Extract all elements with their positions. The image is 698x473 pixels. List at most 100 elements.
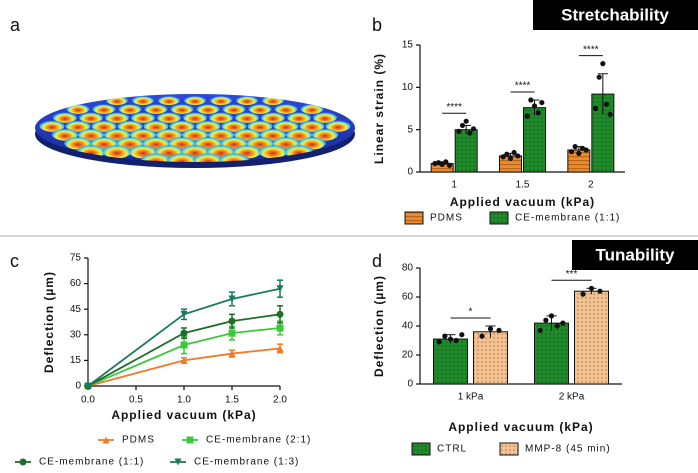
significance-label: ****: [583, 44, 599, 55]
panel-label: d: [372, 251, 382, 271]
x-tick-label: 2: [588, 180, 594, 191]
x-tick-label: 2.0: [273, 395, 287, 406]
marker: [276, 324, 284, 332]
marker: [180, 310, 188, 318]
marker: [180, 356, 188, 364]
significance-label: *: [469, 307, 473, 318]
bump: [286, 111, 312, 123]
series-line: [87, 327, 281, 387]
bump: [144, 103, 168, 114]
bump: [208, 111, 234, 123]
x-tick-label: 1 kPa: [458, 392, 484, 403]
legend-label: CE-membrane (1:1): [515, 213, 620, 224]
data-point: [572, 144, 578, 150]
banner: [572, 240, 698, 270]
data-point: [539, 99, 545, 106]
y-tick-label: 20: [402, 350, 414, 361]
data-point: [439, 161, 445, 167]
bar-pattern: [455, 129, 478, 172]
series-line: [87, 287, 281, 387]
x-axis-label: Applied vacuum (kPa): [450, 195, 595, 209]
data-point: [524, 113, 530, 119]
data-point: [588, 285, 595, 291]
data-point: [467, 130, 473, 136]
marker: [228, 329, 236, 337]
y-tick-label: 40: [402, 321, 414, 332]
data-point: [531, 103, 538, 109]
data-point: [479, 333, 485, 339]
legend-label: PDMS: [430, 213, 463, 224]
data-point: [576, 150, 582, 156]
bump: [236, 95, 258, 105]
bump: [130, 111, 156, 123]
bump: [92, 103, 116, 114]
y-tick-label: 0: [407, 167, 413, 178]
y-tick-label: 45: [70, 304, 82, 315]
banner-text: Stretchability: [561, 5, 669, 24]
data-point: [459, 122, 466, 129]
y-tick-label: 30: [70, 329, 82, 340]
data-point: [470, 126, 477, 132]
bar-pattern: [433, 339, 468, 384]
data-point: [600, 61, 606, 67]
data-point: [535, 110, 541, 116]
y-tick-label: 5: [407, 124, 413, 135]
legend-marker: [174, 458, 182, 466]
significance-label: ****: [515, 81, 531, 92]
y-tick-label: 0: [407, 379, 413, 390]
data-point: [500, 154, 506, 160]
significance-label: ****: [446, 102, 462, 113]
bump: [184, 95, 206, 105]
data-point: [603, 101, 610, 107]
data-point: [554, 323, 560, 329]
bar-pattern: [499, 155, 522, 172]
data-point: [456, 128, 462, 134]
bump: [218, 151, 250, 162]
panel-label: b: [372, 15, 382, 35]
panel-label: c: [10, 251, 19, 271]
data-point: [487, 326, 494, 332]
banner-text: Tunability: [595, 245, 675, 264]
bump: [52, 111, 78, 123]
data-point: [607, 111, 613, 118]
legend-swatch-pattern: [405, 212, 423, 224]
data-point: [592, 105, 599, 112]
legend-label: PDMS: [122, 435, 155, 446]
x-axis-label: Applied vacuum (kPa): [111, 408, 256, 422]
data-point: [515, 153, 521, 159]
legend-swatch-pattern: [500, 443, 518, 455]
data-point: [496, 327, 502, 333]
legend-marker: [102, 436, 110, 444]
data-point: [463, 118, 469, 124]
data-point: [511, 149, 517, 156]
y-tick-label: 15: [402, 40, 414, 51]
bump: [234, 111, 260, 123]
data-point: [597, 288, 603, 294]
bump: [104, 111, 130, 123]
y-tick-label: 75: [70, 253, 82, 264]
y-axis-label: Deflection (µm): [372, 275, 386, 377]
bump: [312, 111, 338, 123]
bump: [222, 103, 246, 114]
y-tick-label: 60: [70, 278, 82, 289]
data-point: [537, 327, 543, 333]
x-tick-label: 1.5: [225, 395, 239, 406]
banner: [533, 0, 698, 30]
bump: [262, 95, 284, 105]
data-point: [447, 336, 454, 342]
marker: [276, 285, 284, 293]
data-point: [543, 317, 549, 323]
bump: [170, 103, 194, 114]
bump: [102, 143, 132, 159]
bar-pattern: [534, 323, 569, 384]
data-point: [436, 339, 442, 345]
x-tick-label: 1.0: [177, 395, 191, 406]
marker: [276, 310, 284, 318]
bump: [210, 95, 232, 105]
panel-label: a: [10, 15, 21, 35]
x-tick-label: 0.0: [81, 395, 95, 406]
data-point: [580, 291, 586, 297]
bump: [132, 95, 154, 105]
y-axis-label: Deflection (µm): [42, 271, 56, 373]
y-tick-label: 80: [402, 263, 414, 274]
